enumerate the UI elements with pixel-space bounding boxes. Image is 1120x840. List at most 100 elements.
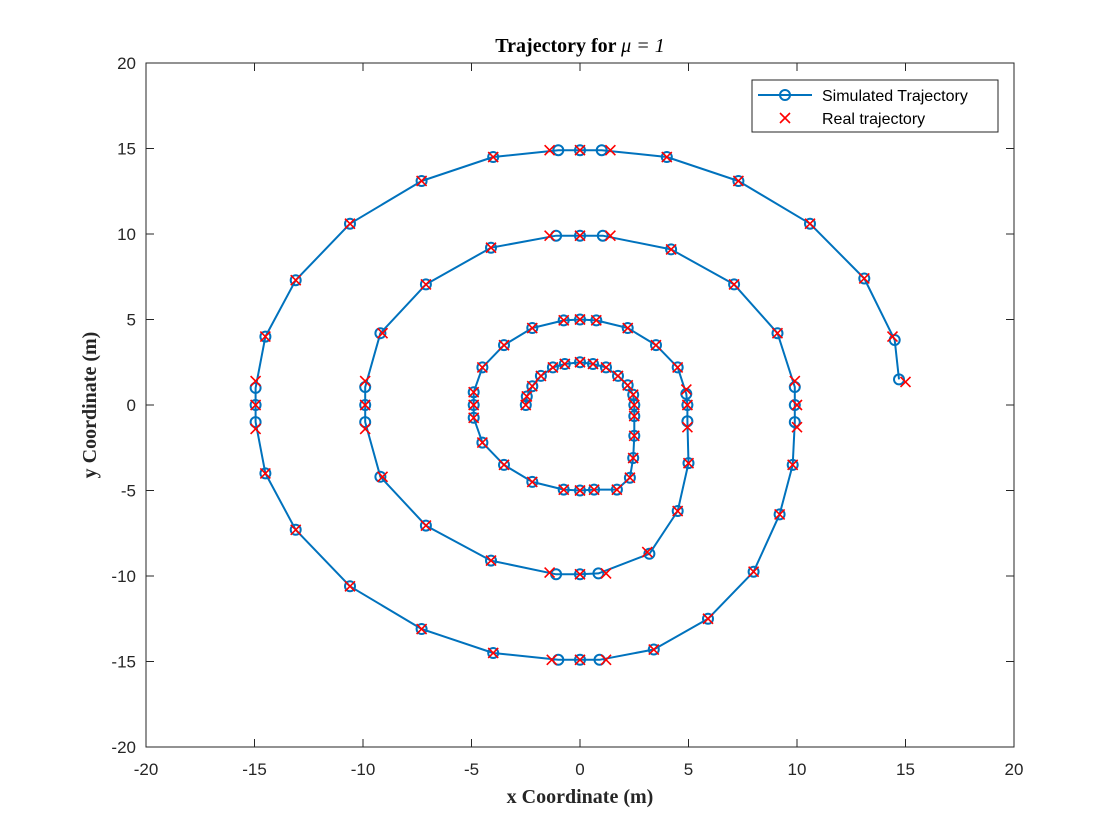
real-point bbox=[250, 423, 262, 435]
real-point bbox=[600, 654, 612, 666]
chart-title-math: μ = 1 bbox=[620, 35, 665, 57]
y-tick-label: 5 bbox=[127, 311, 136, 330]
x-tick-label: 5 bbox=[684, 760, 693, 779]
simulated-point bbox=[574, 484, 586, 497]
simulated-point bbox=[627, 452, 640, 464]
legend-label-real: Real trajectory bbox=[822, 111, 925, 128]
simulated-point bbox=[526, 322, 539, 334]
real-point bbox=[628, 399, 640, 411]
simulated-point bbox=[660, 151, 673, 163]
simulated-point bbox=[519, 399, 532, 411]
y-tick-label: 15 bbox=[117, 140, 136, 159]
real-point bbox=[622, 379, 634, 391]
real-point bbox=[574, 654, 586, 666]
simulated-point bbox=[526, 475, 539, 488]
trajectory-layer bbox=[249, 144, 912, 666]
real-point bbox=[487, 647, 499, 659]
simulated-point bbox=[419, 278, 432, 291]
simulated-point bbox=[552, 144, 565, 157]
y-tick-label: -10 bbox=[111, 567, 136, 586]
real-point bbox=[526, 476, 538, 488]
simulated-point bbox=[259, 467, 272, 480]
real-point bbox=[574, 568, 586, 580]
simulated-point bbox=[419, 519, 432, 532]
plot-area bbox=[146, 63, 1014, 747]
real-point bbox=[376, 327, 389, 339]
y-axis-label: y Coordinate (m) bbox=[79, 332, 101, 479]
simulated-point bbox=[359, 399, 372, 411]
real-point bbox=[476, 361, 488, 373]
y-tick-label: -5 bbox=[121, 482, 136, 501]
real-point bbox=[485, 555, 497, 567]
simulated-point bbox=[574, 144, 586, 157]
simulated-point bbox=[665, 243, 678, 256]
simulated-point bbox=[485, 241, 497, 254]
real-point bbox=[665, 243, 677, 255]
real-point bbox=[468, 399, 480, 411]
simulated-point bbox=[359, 416, 372, 429]
real-point bbox=[648, 643, 660, 656]
simulated-point bbox=[374, 327, 387, 340]
simulated-point bbox=[650, 339, 662, 352]
real-point bbox=[628, 430, 640, 442]
simulated-point bbox=[588, 483, 601, 496]
real-point bbox=[899, 376, 912, 388]
real-point bbox=[672, 361, 684, 373]
real-point bbox=[416, 175, 428, 187]
real-point bbox=[521, 390, 533, 403]
simulated-point bbox=[732, 175, 745, 187]
simulated-point bbox=[550, 229, 563, 242]
y-tick-label: 10 bbox=[117, 225, 136, 244]
real-point bbox=[250, 375, 262, 387]
real-point bbox=[787, 459, 799, 471]
real-point bbox=[558, 484, 570, 496]
real-point bbox=[290, 524, 302, 536]
real-point bbox=[574, 144, 586, 156]
real-point bbox=[590, 314, 602, 326]
x-tick-label: 15 bbox=[896, 760, 915, 779]
simulated-point bbox=[487, 647, 500, 659]
real-point bbox=[544, 567, 556, 579]
y-tick-label: -15 bbox=[111, 653, 136, 672]
y-tick-label: 0 bbox=[127, 396, 136, 415]
simulated-point bbox=[595, 144, 608, 157]
simulated-point bbox=[546, 361, 559, 374]
real-point bbox=[526, 322, 538, 334]
real-point bbox=[886, 331, 899, 343]
simulated-point bbox=[574, 229, 586, 242]
real-point bbox=[359, 375, 371, 387]
real-point bbox=[359, 399, 371, 411]
real-point bbox=[627, 389, 639, 401]
real-point bbox=[546, 654, 558, 666]
x-tick-label: 20 bbox=[1005, 760, 1024, 779]
real-point bbox=[468, 412, 480, 424]
real-point bbox=[359, 423, 371, 435]
real-point bbox=[587, 358, 599, 370]
simulated-point bbox=[534, 369, 547, 382]
real-point bbox=[547, 361, 559, 373]
simulated-point bbox=[773, 508, 786, 521]
simulated-point bbox=[487, 151, 500, 163]
x-tick-label: -5 bbox=[464, 760, 479, 779]
simulated-point bbox=[467, 399, 480, 411]
simulated-point bbox=[681, 399, 694, 411]
real-point bbox=[789, 375, 801, 387]
legend-marker-simulated bbox=[779, 89, 791, 101]
simulated-point bbox=[526, 380, 539, 393]
real-point bbox=[627, 452, 639, 464]
real-point bbox=[559, 358, 571, 370]
simulated-point bbox=[587, 358, 599, 370]
simulated-point bbox=[600, 361, 612, 374]
simulated-point bbox=[623, 471, 636, 484]
real-point bbox=[612, 370, 624, 382]
real-point bbox=[611, 484, 623, 496]
simulated-point bbox=[574, 653, 586, 666]
simulated-point bbox=[289, 523, 302, 536]
real-point bbox=[681, 421, 693, 433]
simulated-point bbox=[574, 568, 586, 581]
simulated-point bbox=[747, 565, 760, 578]
real-point bbox=[468, 386, 480, 398]
real-point bbox=[487, 151, 499, 163]
simulated-point bbox=[476, 436, 489, 449]
real-point bbox=[622, 322, 634, 334]
